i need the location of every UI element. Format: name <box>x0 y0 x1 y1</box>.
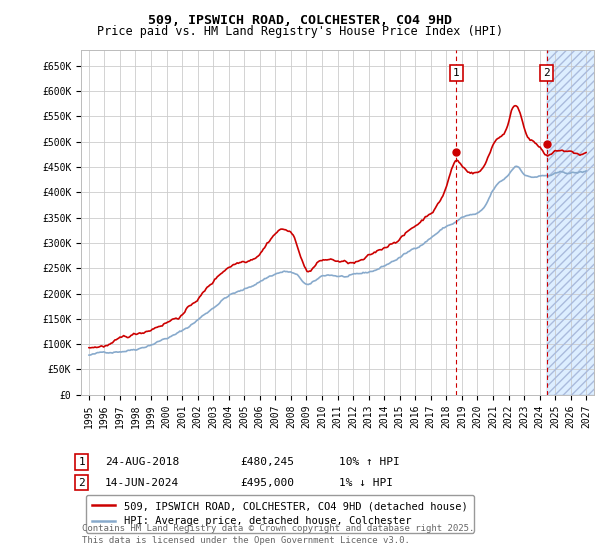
Text: 1% ↓ HPI: 1% ↓ HPI <box>339 478 393 488</box>
Text: 2: 2 <box>78 478 85 488</box>
Text: 1: 1 <box>453 68 460 78</box>
Text: 14-JUN-2024: 14-JUN-2024 <box>105 478 179 488</box>
Text: 10% ↑ HPI: 10% ↑ HPI <box>339 457 400 467</box>
Text: £480,245: £480,245 <box>240 457 294 467</box>
Text: 1: 1 <box>78 457 85 467</box>
Legend: 509, IPSWICH ROAD, COLCHESTER, CO4 9HD (detached house), HPI: Average price, det: 509, IPSWICH ROAD, COLCHESTER, CO4 9HD (… <box>86 495 474 533</box>
Text: Contains HM Land Registry data © Crown copyright and database right 2025.
This d: Contains HM Land Registry data © Crown c… <box>82 524 474 545</box>
Bar <box>547 50 600 395</box>
Text: £495,000: £495,000 <box>240 478 294 488</box>
Text: 509, IPSWICH ROAD, COLCHESTER, CO4 9HD: 509, IPSWICH ROAD, COLCHESTER, CO4 9HD <box>148 14 452 27</box>
Text: 24-AUG-2018: 24-AUG-2018 <box>105 457 179 467</box>
Text: Price paid vs. HM Land Registry's House Price Index (HPI): Price paid vs. HM Land Registry's House … <box>97 25 503 38</box>
Bar <box>547 50 600 395</box>
Text: 2: 2 <box>543 68 550 78</box>
